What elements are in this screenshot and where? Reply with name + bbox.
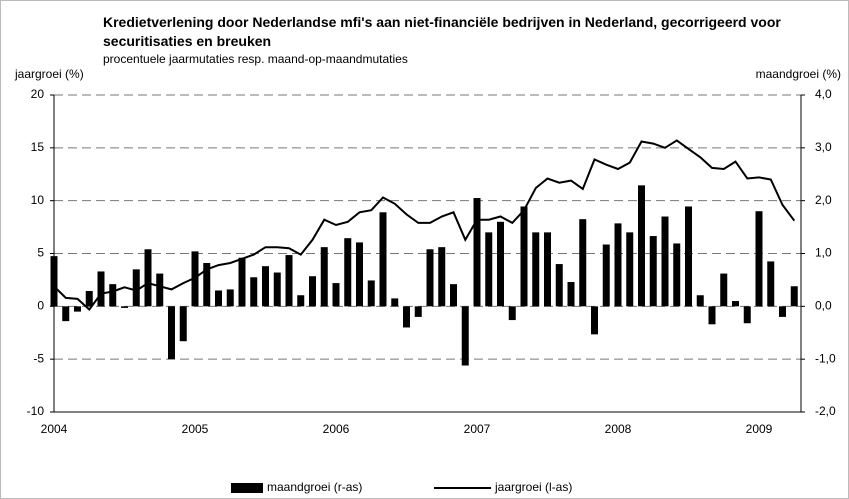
y-axis-title: jaargroei (%) [14, 67, 84, 81]
bar [168, 306, 175, 360]
y-tick-label: 5 [37, 246, 44, 260]
legend-swatch [231, 483, 263, 493]
bar [62, 306, 70, 322]
bar [450, 284, 457, 307]
bar [238, 257, 246, 307]
y2-tick-label: 2,0 [815, 193, 832, 207]
x-tick-label: 2005 [182, 422, 209, 436]
y2-tick-label: 4,0 [815, 87, 832, 101]
bar [626, 232, 634, 307]
bar [379, 212, 387, 307]
legend-label: jaargroei (l-as) [494, 480, 572, 494]
bar [685, 206, 692, 307]
x-tick-label: 2006 [323, 422, 350, 436]
bar [767, 261, 775, 307]
bar [461, 306, 469, 366]
bar [720, 273, 728, 307]
bar [708, 306, 716, 325]
bar [743, 306, 751, 324]
bar [285, 255, 293, 307]
x-tick-label: 2008 [605, 422, 632, 436]
bar [591, 306, 598, 335]
bar [156, 273, 164, 307]
bar [426, 249, 434, 307]
bar [344, 238, 352, 307]
bar [790, 286, 798, 307]
bar [638, 185, 645, 307]
x-tick-label: 2009 [746, 422, 773, 436]
y2-tick-label: 3,0 [815, 140, 832, 154]
bar [179, 306, 187, 342]
bar [50, 256, 58, 307]
bar [109, 284, 117, 307]
bar [755, 211, 763, 307]
bar [497, 221, 504, 307]
bar [649, 236, 657, 307]
bar [520, 206, 528, 307]
y2-axis-title: maandgroei (%) [756, 67, 841, 81]
bar [673, 243, 681, 307]
bar [226, 289, 234, 307]
bar [414, 306, 422, 317]
bar [250, 277, 258, 307]
y2-tick-label: 1,0 [815, 246, 832, 260]
y-tick-label: 0 [37, 299, 44, 313]
bar [391, 298, 399, 307]
bar [661, 216, 669, 307]
bar [356, 242, 363, 307]
bar [473, 198, 481, 307]
bar [215, 290, 222, 307]
y2-tick-label: 0,0 [815, 299, 832, 313]
bar [144, 249, 152, 307]
bar [273, 272, 281, 307]
bar [132, 269, 140, 307]
bar [485, 232, 493, 307]
bar [309, 276, 316, 307]
bar [567, 282, 575, 307]
chart-title: Kredietverlening door Nederlandse mfi's … [103, 14, 781, 49]
bar [297, 295, 305, 307]
bar [732, 301, 739, 307]
bar [579, 219, 587, 307]
bar [85, 291, 93, 307]
chart-subtitle: procentuele jaarmutaties resp. maand-op-… [103, 52, 408, 66]
bar [262, 266, 269, 307]
bar [544, 232, 551, 307]
y-tick-label: 20 [31, 87, 45, 101]
bar [779, 306, 786, 317]
y-tick-label: 15 [31, 140, 45, 154]
x-tick-label: 2007 [464, 422, 491, 436]
bar [602, 244, 610, 307]
bar [97, 271, 105, 307]
y2-tick-label: -2,0 [815, 404, 836, 418]
bar [203, 263, 211, 307]
legend-label: maandgroei (r-as) [267, 480, 362, 494]
bar [403, 306, 410, 328]
y2-tick-label: -1,0 [815, 351, 836, 365]
bar [74, 306, 81, 312]
bar [332, 283, 340, 307]
bar [696, 295, 704, 307]
line [53, 139, 796, 311]
y-tick-label: -10 [27, 404, 45, 418]
x-tick-label: 2004 [41, 422, 68, 436]
bar [320, 247, 328, 307]
bar [532, 232, 540, 307]
bar [121, 306, 128, 308]
bar [508, 306, 516, 321]
bar [367, 280, 375, 307]
bar [614, 223, 622, 307]
bar [438, 247, 446, 307]
y-tick-label: -5 [33, 351, 44, 365]
y-tick-label: 10 [31, 193, 45, 207]
bar [555, 264, 563, 307]
